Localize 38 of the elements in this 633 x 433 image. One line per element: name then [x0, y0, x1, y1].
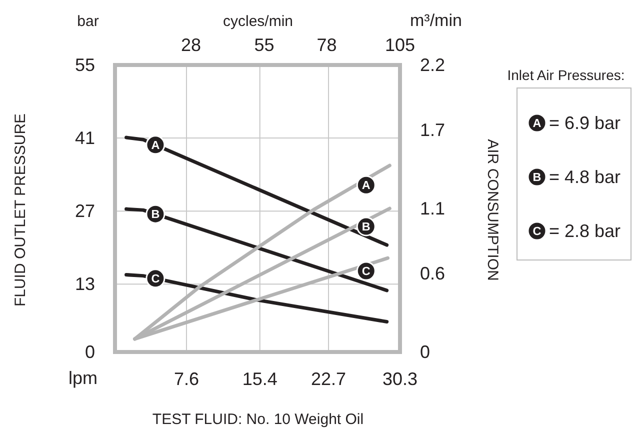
y-tick-label: 41 — [74, 128, 95, 148]
y-axis-title: FLUID OUTLET PRESSURE — [12, 113, 29, 307]
text: B — [532, 171, 542, 184]
x2-axis-title: cycles/min — [222, 13, 294, 30]
series-label: C — [151, 272, 160, 286]
y2-tick-label: 0 — [420, 342, 430, 362]
series-label: A — [362, 179, 371, 192]
y2-tick-label: 2.2 — [420, 54, 446, 75]
x-tick-label: 7.6 — [174, 368, 199, 389]
text: = 6.9 bar — [549, 113, 621, 133]
y2-tick-label: 1.7 — [420, 120, 446, 140]
series-label: B — [362, 220, 370, 234]
text: m³/min — [410, 11, 462, 30]
y-tick-label: 55 — [74, 54, 95, 75]
y2-axis-title: AIR CONSUMPTION — [484, 139, 501, 281]
text: bar — [77, 13, 99, 30]
text: C — [532, 225, 542, 238]
series-label: A — [151, 138, 160, 152]
x2-tick-label: 28 — [180, 35, 202, 55]
y-tick-label: 27 — [74, 200, 95, 221]
x2-tick-label: 55 — [254, 35, 274, 55]
series-label: B — [151, 208, 160, 222]
y-tick-label: 0 — [84, 342, 95, 362]
text: = 2.8 bar — [549, 221, 621, 241]
text: A — [532, 117, 542, 130]
text: = 4.8 bar — [549, 167, 621, 187]
x-tick-label: 30.3 — [382, 368, 418, 389]
legend-title: Inlet Air Pressures: — [507, 67, 625, 83]
x-tick-label: 22.7 — [310, 368, 346, 389]
x-tick-label: 15.4 — [242, 368, 278, 389]
y2-tick-label: 1.1 — [420, 198, 446, 218]
y2-tick-label: 0.6 — [420, 263, 446, 284]
x2-tick-label: 78 — [316, 35, 337, 55]
x2-tick-label: 105 — [384, 35, 416, 55]
y-tick-label: 13 — [74, 274, 95, 294]
series-label: C — [362, 265, 371, 278]
text: TEST FLUID: No. 10 Weight Oil — [152, 411, 364, 428]
x-axis-title: lpm — [68, 368, 98, 388]
